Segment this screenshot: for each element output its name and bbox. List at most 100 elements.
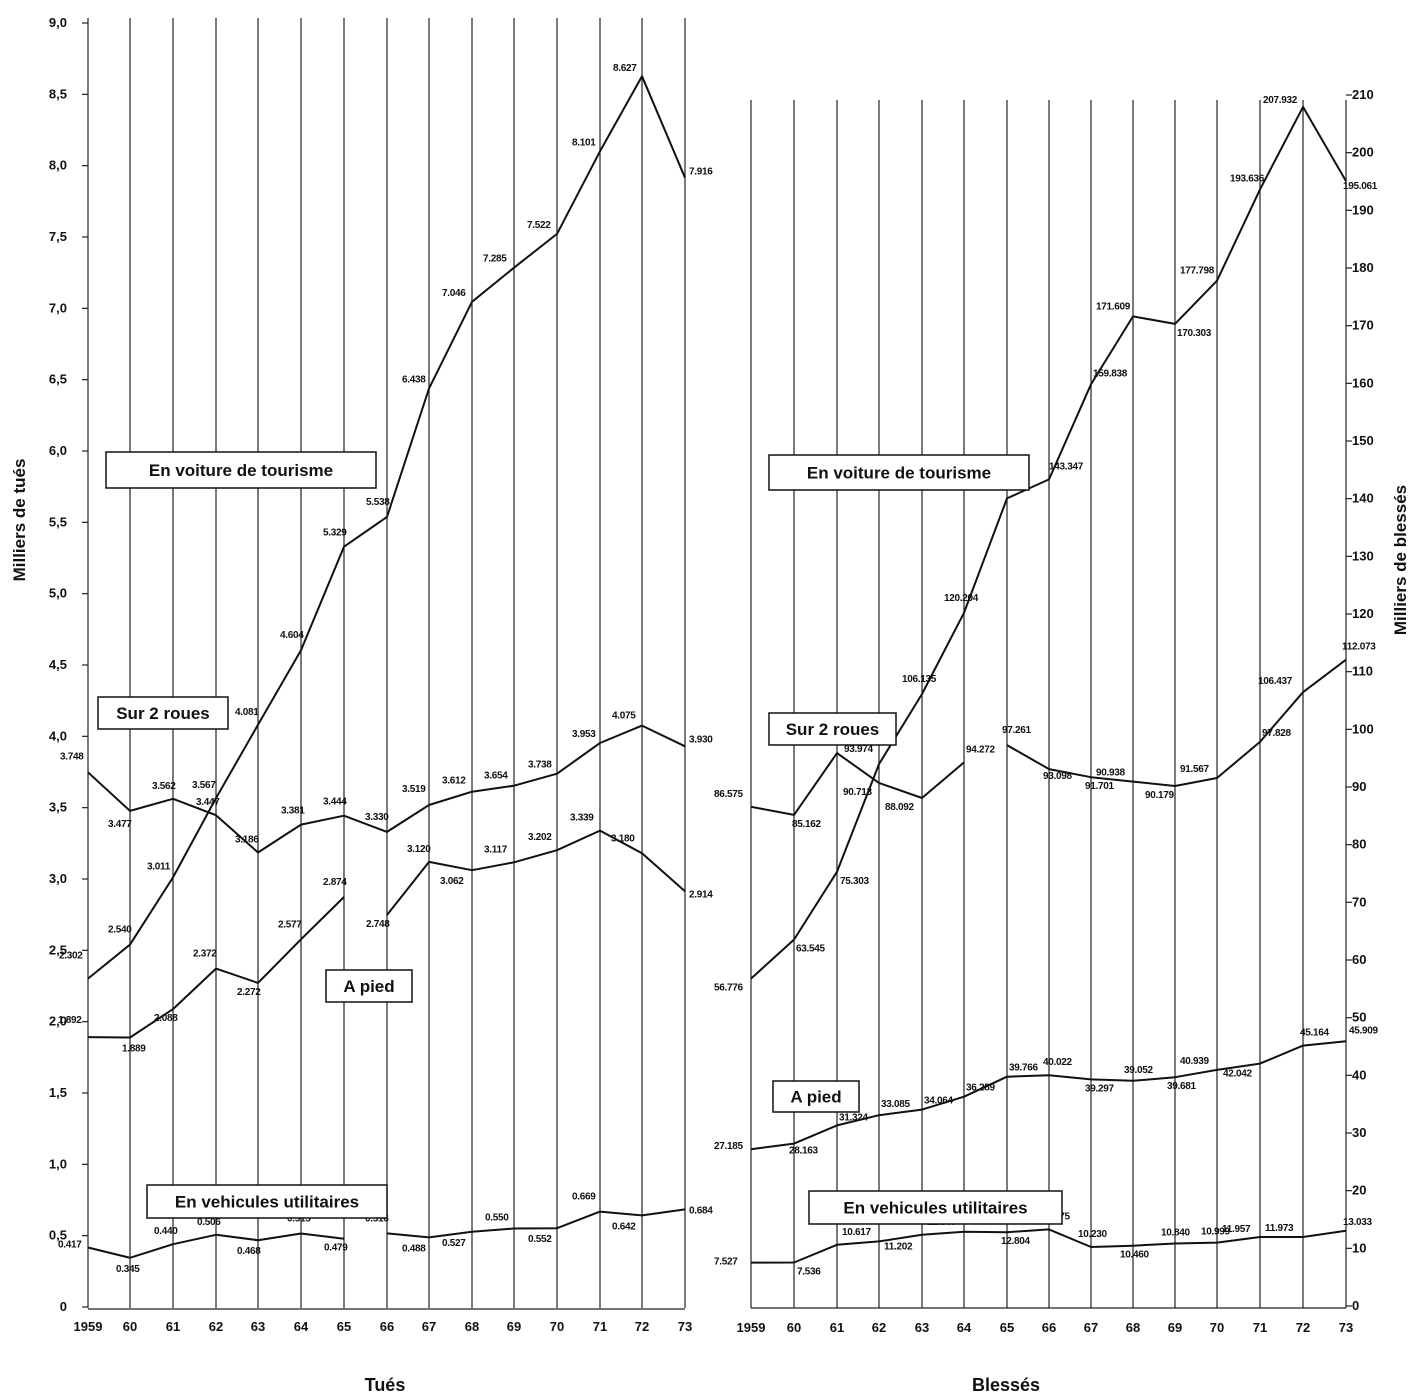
data-label: 0.515 xyxy=(287,1214,311,1225)
series-line-3 xyxy=(750,1228,1347,1264)
series-legend-box xyxy=(808,1190,1063,1225)
x-tick-label: 73 xyxy=(1339,1320,1353,1335)
y-tick-label: 140 xyxy=(1352,491,1374,506)
data-label: 7.046 xyxy=(442,288,466,299)
data-label: 5.329 xyxy=(323,528,347,539)
data-label: 2.372 xyxy=(193,949,217,960)
y-tick-label: 0,5 xyxy=(49,1228,67,1243)
series-legend-box xyxy=(772,1080,860,1113)
y-tick-label: 3,0 xyxy=(49,871,67,886)
data-label: 0.440 xyxy=(154,1226,178,1237)
y-tick-label: 180 xyxy=(1352,260,1374,275)
data-label: 0.552 xyxy=(528,1234,552,1245)
x-tick-label: 62 xyxy=(872,1320,886,1335)
x-tick-label: 69 xyxy=(1168,1320,1182,1335)
x-tick-label: 65 xyxy=(1000,1320,1014,1335)
data-label: 45.909 xyxy=(1349,1025,1379,1036)
x-tick-label: 61 xyxy=(166,1319,180,1334)
x-tick-label: 64 xyxy=(957,1320,972,1335)
x-tick-label: 72 xyxy=(1296,1320,1310,1335)
data-label: 2.540 xyxy=(108,925,132,936)
y-tick-label: 8,0 xyxy=(49,158,67,173)
x-tick-label: 71 xyxy=(593,1319,607,1334)
y-tick-label: 90 xyxy=(1352,779,1366,794)
data-label: 97.828 xyxy=(1262,728,1292,739)
data-label: 3.562 xyxy=(152,781,176,792)
data-label: 3.953 xyxy=(572,729,596,740)
x-tick-label: 61 xyxy=(830,1320,844,1335)
y-tick-label: 0 xyxy=(1352,1298,1359,1313)
data-label: 3.444 xyxy=(323,797,347,808)
data-label: 0.642 xyxy=(612,1221,636,1232)
data-label: 11.957 xyxy=(1222,1224,1251,1235)
data-label: 3.180 xyxy=(611,833,635,844)
series-legend-label: En voiture de tourisme xyxy=(807,464,991,483)
x-tick-label: 67 xyxy=(422,1319,436,1334)
data-label: 56.776 xyxy=(714,983,744,994)
y-tick-label: 10 xyxy=(1352,1240,1366,1255)
chart-title: Tués xyxy=(365,1375,406,1395)
data-label: 28.163 xyxy=(789,1146,819,1157)
data-label: 3.339 xyxy=(570,813,594,824)
data-label: 2.874 xyxy=(323,877,347,888)
series-legend-label: A pied xyxy=(343,977,394,996)
data-label: 3.738 xyxy=(528,760,552,771)
data-label: 34.064 xyxy=(924,1096,954,1107)
data-label: 91.701 xyxy=(1085,781,1115,792)
data-label: 0.345 xyxy=(116,1264,140,1275)
x-tick-label: 62 xyxy=(209,1319,223,1334)
x-tick-label: 65 xyxy=(337,1319,351,1334)
x-tick-label: 71 xyxy=(1253,1320,1267,1335)
data-label: 3.117 xyxy=(484,844,508,855)
y-tick-label: 60 xyxy=(1352,952,1366,967)
injured-chart: 0 10 20 30 40 50 60 70 80 90 100 110 120 130 140 150 160… xyxy=(714,87,1410,1395)
data-label: 3.612 xyxy=(442,776,466,787)
y-tick-label: 40 xyxy=(1352,1067,1366,1082)
data-label: 7.916 xyxy=(689,167,713,178)
data-label: 207.932 xyxy=(1263,95,1298,106)
data-label: 90.713 xyxy=(843,787,873,798)
data-label: 8.101 xyxy=(572,137,596,148)
x-tick-label: 1959 xyxy=(74,1319,103,1334)
x-tick-label: 67 xyxy=(1084,1320,1098,1335)
y-tick-label: 6,5 xyxy=(49,372,67,387)
data-label: 3.381 xyxy=(281,806,305,817)
data-label: 3.011 xyxy=(147,861,171,872)
y-tick-label: 1,5 xyxy=(49,1085,67,1100)
series-legend-label: En vehicules utilitaires xyxy=(175,1193,359,1212)
data-label: 45.164 xyxy=(1300,1028,1330,1039)
data-label: 86.575 xyxy=(714,789,744,800)
data-label: 7.522 xyxy=(527,220,551,231)
data-label: 3.519 xyxy=(402,784,426,795)
y-tick-label: 110 xyxy=(1352,664,1373,679)
series-legend-label: A pied xyxy=(790,1088,841,1107)
data-label: 3.477 xyxy=(108,819,132,830)
data-label: 6.438 xyxy=(402,375,426,386)
data-label: 39.052 xyxy=(1124,1065,1154,1076)
series-legend-label: En vehicules utilitaires xyxy=(843,1199,1027,1218)
series-line-2 xyxy=(750,1040,1347,1151)
data-label: 2.577 xyxy=(278,919,302,930)
y-tick-label: 200 xyxy=(1352,145,1374,160)
data-label: 0.488 xyxy=(402,1243,426,1254)
data-label: 11.202 xyxy=(884,1241,913,1252)
data-label: 0.516 xyxy=(365,1213,389,1224)
data-label: 7.536 xyxy=(797,1267,821,1278)
data-label: 2.088 xyxy=(154,1013,178,1024)
y-tick-label: 50 xyxy=(1352,1010,1366,1025)
series-legend-label: En voiture de tourisme xyxy=(149,461,333,480)
y-tick-label: 7,0 xyxy=(49,300,67,315)
data-label: 1.889 xyxy=(122,1044,146,1055)
data-label: 2.914 xyxy=(689,889,713,900)
data-label: 90.179 xyxy=(1145,790,1175,801)
series-line-2 xyxy=(87,829,686,1039)
data-label: 88.092 xyxy=(885,802,915,813)
x-tick-label: 1959 xyxy=(737,1320,766,1335)
y-tick-label: 120 xyxy=(1352,606,1374,621)
data-label: 171.609 xyxy=(1096,301,1131,312)
series-line-3 xyxy=(87,1208,686,1259)
data-label: 93.098 xyxy=(1043,771,1073,782)
y-tick-label: 6,0 xyxy=(49,443,67,458)
data-label: 2.272 xyxy=(237,987,261,998)
y-tick-label: 170 xyxy=(1352,318,1374,333)
